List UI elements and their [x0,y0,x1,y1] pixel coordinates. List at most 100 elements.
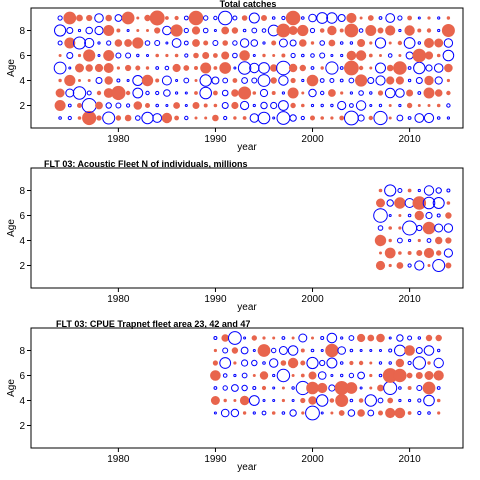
positive-residual-bubble [136,53,140,58]
negative-residual-bubble [233,116,237,120]
positive-residual-bubble [301,78,305,83]
negative-residual-bubble [300,373,305,378]
positive-residual-bubble [373,110,388,126]
positive-residual-bubble [316,394,329,407]
negative-residual-bubble [299,64,306,72]
positive-residual-bubble [379,349,382,352]
positive-residual-bubble [291,399,295,402]
negative-residual-bubble [355,50,367,61]
negative-residual-bubble [424,51,434,60]
negative-residual-bubble [349,360,354,366]
negative-residual-bubble [301,91,305,95]
positive-residual-bubble [81,98,97,113]
negative-residual-bubble [124,114,132,122]
positive-residual-bubble [374,37,387,49]
negative-residual-bubble [149,10,165,26]
positive-residual-bubble [423,345,435,356]
positive-residual-bubble [339,78,344,83]
positive-residual-bubble [436,213,441,218]
positive-residual-bubble [222,373,228,378]
y-tick-label: 8 [19,186,25,197]
positive-residual-bubble [340,53,344,58]
negative-residual-bubble [328,89,336,97]
positive-residual-bubble [262,399,266,402]
positive-residual-bubble [241,372,248,379]
negative-residual-bubble [308,371,317,380]
negative-residual-bubble [415,372,423,379]
positive-residual-bubble [272,399,276,402]
negative-residual-bubble [287,87,299,99]
negative-residual-bubble [259,371,269,380]
negative-residual-bubble [242,411,247,415]
negative-residual-bubble [212,114,219,122]
negative-residual-bubble [77,53,82,58]
negative-residual-bubble [210,396,220,405]
negative-residual-bubble [261,15,267,21]
positive-residual-bubble [397,237,403,244]
negative-residual-bubble [445,237,452,244]
negative-residual-bubble [276,23,291,38]
positive-residual-bubble [416,224,423,232]
positive-residual-bubble [252,349,256,352]
positive-residual-bubble [320,336,325,340]
negative-residual-bubble [233,399,237,402]
positive-residual-bubble [437,348,441,353]
negative-residual-bubble [357,409,365,417]
positive-residual-bubble [211,76,220,85]
positive-residual-bubble [413,61,426,75]
positive-residual-bubble [308,13,317,23]
positive-residual-bubble [378,16,383,20]
negative-residual-bubble [437,411,441,415]
positive-residual-bubble [289,409,297,417]
positive-residual-bubble [396,334,404,342]
positive-residual-bubble [319,40,326,46]
negative-residual-bubble [395,76,404,85]
negative-residual-bubble [407,15,413,21]
positive-residual-bubble [262,361,266,365]
y-tick-label: 4 [19,76,25,87]
positive-residual-bubble [385,13,396,23]
negative-residual-bubble [136,16,140,20]
positive-residual-bubble [257,74,271,87]
positive-residual-bubble [395,88,405,98]
negative-residual-bubble [231,101,239,110]
negative-residual-bubble [222,40,228,46]
negative-residual-bubble [412,48,427,63]
negative-residual-bubble [377,90,384,96]
negative-residual-bubble [396,262,404,269]
negative-residual-bubble [204,116,208,120]
positive-residual-bubble [443,223,454,233]
positive-residual-bubble [276,368,291,383]
positive-residual-bubble [164,65,170,71]
positive-residual-bubble [212,40,219,46]
negative-residual-bubble [145,103,150,108]
positive-residual-bubble [378,361,383,365]
positive-residual-bubble [337,14,346,22]
negative-residual-bubble [446,201,451,205]
negative-residual-bubble [367,15,374,21]
negative-residual-bubble [368,53,373,58]
negative-residual-bubble [194,79,198,82]
positive-residual-bubble [66,52,74,59]
negative-residual-bubble [344,60,359,76]
positive-residual-bubble [125,52,132,59]
negative-residual-bubble [358,65,364,71]
negative-residual-bubble [423,247,435,259]
negative-residual-bubble [388,226,393,230]
positive-residual-bubble [306,356,319,370]
negative-residual-bubble [417,238,421,243]
negative-residual-bubble [398,251,402,255]
negative-residual-bubble [257,344,271,357]
negative-residual-bubble [64,37,76,49]
positive-residual-bubble [340,336,344,340]
positive-residual-bubble [251,359,258,367]
positive-residual-bubble [105,102,112,109]
negative-residual-bubble [378,188,383,193]
positive-residual-bubble [203,15,209,21]
negative-residual-bubble [369,361,373,365]
negative-residual-bubble [145,66,150,70]
negative-residual-bubble [125,64,132,72]
negative-residual-bubble [221,334,229,342]
negative-residual-bubble [223,398,227,403]
